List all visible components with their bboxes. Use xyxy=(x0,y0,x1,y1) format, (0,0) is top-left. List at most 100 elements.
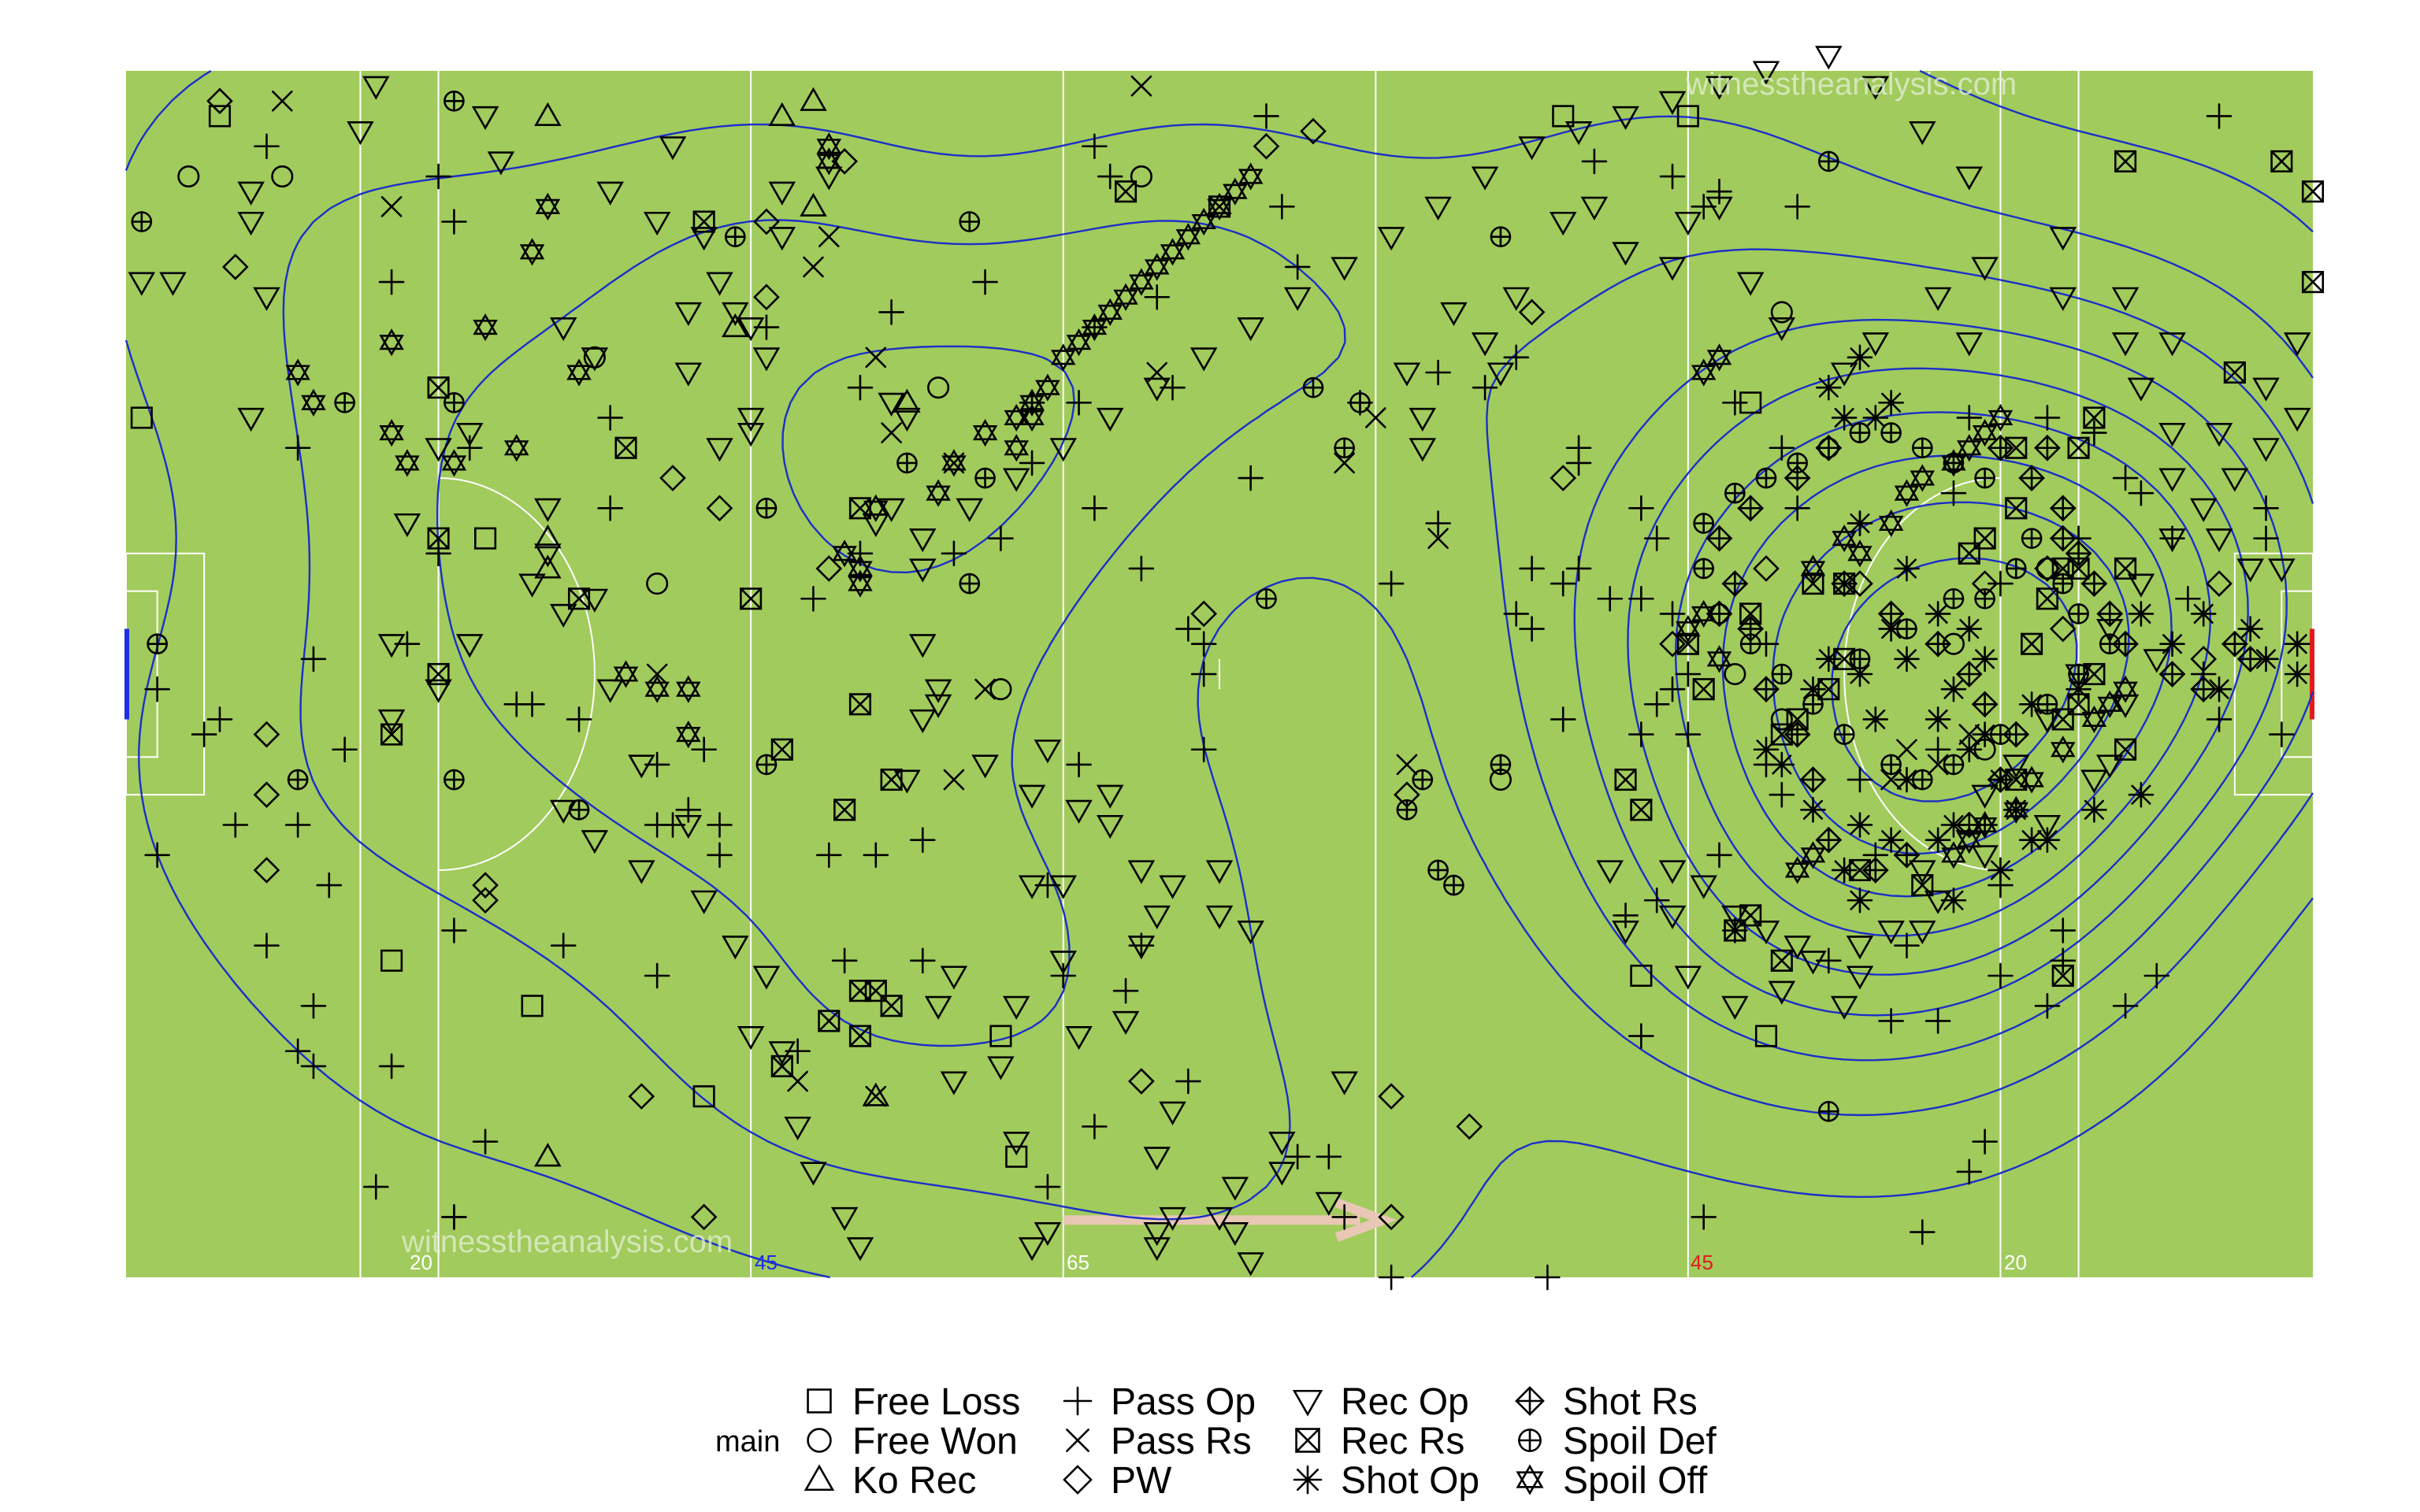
point-rec-op-91 xyxy=(628,860,655,884)
point-shot-rs-6 xyxy=(2080,570,2108,597)
point-ko-rec-0 xyxy=(534,102,562,126)
point-rec-rs-7 xyxy=(692,210,715,233)
point-spoil-def-8 xyxy=(287,769,309,791)
point-shot-rs-0 xyxy=(1987,434,2014,461)
point-shot-rs-1 xyxy=(2018,465,2045,491)
point-pass-op-39 xyxy=(1190,736,1217,763)
diamond-icon xyxy=(1063,1465,1093,1495)
point-spoil-def-30 xyxy=(2068,663,2089,685)
point-rec-op-151 xyxy=(1752,921,1780,945)
point-rec-rs-30 xyxy=(1911,874,1934,897)
point-spoil-off-27 xyxy=(1019,388,1045,417)
right-arc xyxy=(1843,477,2001,871)
point-pass-op-160 xyxy=(2034,993,2061,1019)
point-shot-rs-3 xyxy=(2049,495,2077,522)
point-rec-rs-26 xyxy=(2051,708,2074,731)
point-rec-op-146 xyxy=(1612,921,1639,945)
point-rec-op-90 xyxy=(674,814,703,839)
point-rec-op-68 xyxy=(1159,1206,1186,1232)
legend-label: Pass Rs xyxy=(1111,1421,1252,1462)
point-pw-21 xyxy=(1753,555,1780,582)
point-rec-rs-56 xyxy=(818,1010,841,1032)
point-rec-op-101 xyxy=(253,287,280,311)
point-pw-5 xyxy=(659,465,686,491)
point-spoil-def-14 xyxy=(1334,437,1355,459)
point-rec-op-0 xyxy=(362,76,390,100)
point-rec-op-139 xyxy=(1909,921,1936,945)
legend-item-rec-rs: Rec Rs xyxy=(1295,1421,1464,1462)
point-pass-op-159 xyxy=(2050,947,2077,974)
point-rec-rs-12 xyxy=(2036,587,2058,610)
point-pw-27 xyxy=(2206,570,2233,597)
point-rec-rs-16 xyxy=(2067,436,2090,459)
point-rec-rs-54 xyxy=(880,768,903,791)
point-rec-op-194 xyxy=(1049,438,1077,462)
point-free-won-6 xyxy=(989,678,1012,701)
point-pass-op-51 xyxy=(1706,178,1732,205)
point-spoil-def-24 xyxy=(1974,587,1995,610)
point-spoil-off-5 xyxy=(379,419,404,447)
point-pass-op-126 xyxy=(2081,420,2107,446)
point-shot-op-40 xyxy=(2284,661,2311,687)
point-rec-op-167 xyxy=(2252,438,2280,462)
point-shot-op-46 xyxy=(1988,857,2014,884)
point-pass-op-11 xyxy=(191,721,217,747)
point-shot-rs-15 xyxy=(1924,630,1951,658)
point-rec-op-83 xyxy=(800,1162,827,1186)
point-free-loss-8 xyxy=(989,1025,1012,1047)
point-spoil-off-36 xyxy=(1160,238,1186,266)
point-rec-op-81 xyxy=(846,1237,874,1262)
point-shot-op-31 xyxy=(1894,766,1920,793)
point-pass-op-72 xyxy=(1909,1219,1936,1245)
point-pass-op-6 xyxy=(597,405,623,431)
point-shot-op-9 xyxy=(1924,601,1951,627)
point-rec-rs-55 xyxy=(848,980,871,1002)
point-spoil-off-17 xyxy=(1019,403,1045,432)
point-rec-op-122 xyxy=(1924,287,1952,311)
series-ko-rec xyxy=(534,87,921,1167)
legend-label: Rec Op xyxy=(1341,1381,1469,1423)
point-spoil-off-50 xyxy=(1878,509,1904,538)
point-free-loss-7 xyxy=(692,1085,715,1108)
point-free-won-4 xyxy=(1130,165,1152,188)
point-rec-op-59 xyxy=(940,1071,968,1095)
point-pw-0 xyxy=(206,87,233,115)
point-pass-rs-21 xyxy=(1927,754,1949,776)
point-shot-op-28 xyxy=(1816,646,1842,673)
point-spoil-off-14 xyxy=(676,675,701,703)
point-pass-op-26 xyxy=(988,525,1014,551)
point-spoil-def-22 xyxy=(1896,618,1917,639)
point-rec-op-185 xyxy=(1471,166,1499,191)
point-spoil-def-47 xyxy=(1849,422,1871,443)
point-pass-rs-3 xyxy=(865,346,887,369)
point-shot-op-45 xyxy=(2034,827,2061,853)
legend-label: Free Won xyxy=(852,1421,1018,1462)
point-ko-rec-1 xyxy=(800,87,827,111)
point-rec-op-195 xyxy=(1002,468,1030,492)
point-pass-op-70 xyxy=(1972,1128,1998,1154)
point-pass-op-73 xyxy=(1691,1204,1717,1230)
point-shot-rs-4 xyxy=(2049,524,2077,552)
point-rec-rs-43 xyxy=(1614,768,1637,791)
point-pass-op-62 xyxy=(1613,902,1639,928)
legend-item-pass-op: Pass Op xyxy=(1063,1381,1256,1423)
point-rec-op-31 xyxy=(737,423,765,447)
point-rec-op-62 xyxy=(1002,1132,1030,1156)
point-rec-op-130 xyxy=(2236,558,2264,583)
point-pass-op-45 xyxy=(1519,555,1545,582)
point-pass-op-142 xyxy=(1659,601,1686,627)
point-rec-op-193 xyxy=(1096,407,1124,432)
point-pw-2 xyxy=(753,208,780,235)
point-shot-op-8 xyxy=(1894,646,1920,673)
point-spoil-off-56 xyxy=(1988,403,2014,432)
point-pass-op-120 xyxy=(1253,103,1279,129)
point-pw-15 xyxy=(1253,132,1280,160)
legend-item-ko-rec: Ko Rec xyxy=(804,1460,976,1502)
point-spoil-off-43 xyxy=(1706,343,1732,372)
point-spoil-def-23 xyxy=(1943,587,1965,610)
point-rec-rs-48 xyxy=(2301,271,2325,294)
point-spoil-def-48 xyxy=(1880,422,1902,443)
point-pass-op-117 xyxy=(1284,254,1311,280)
point-free-loss-2 xyxy=(474,527,497,550)
